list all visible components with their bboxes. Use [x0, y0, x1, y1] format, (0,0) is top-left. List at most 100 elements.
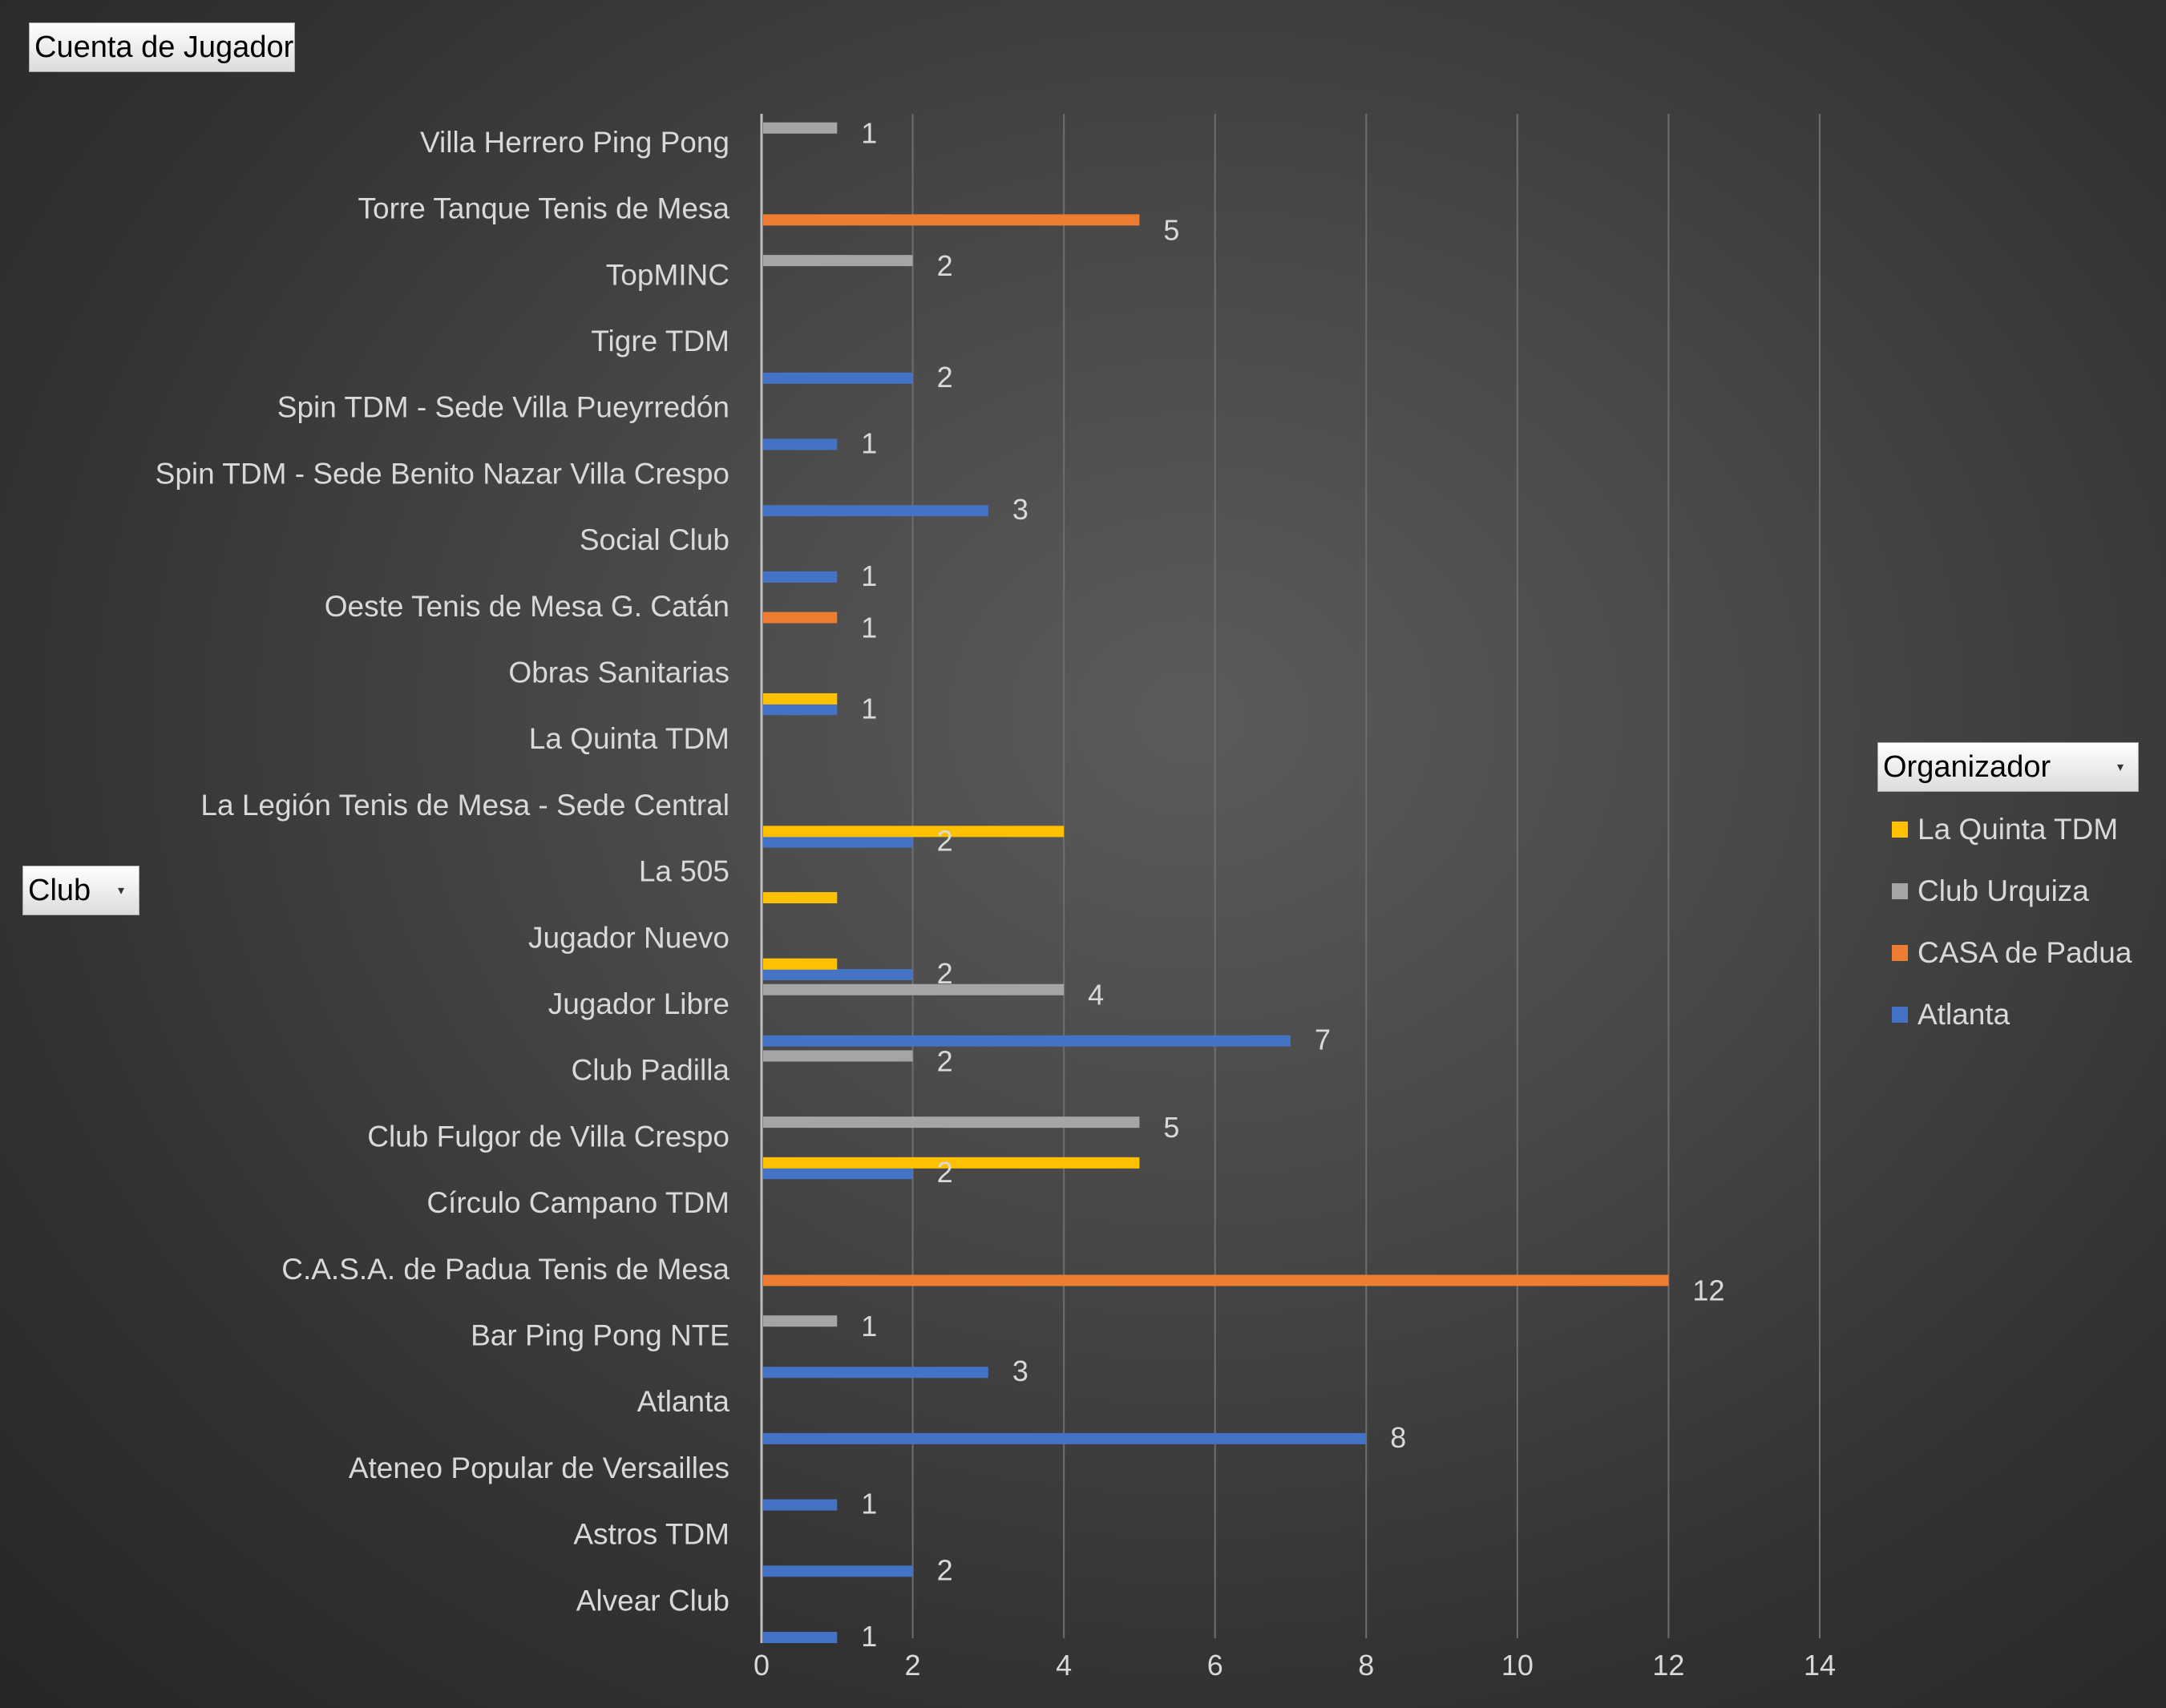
- legend: Organizador ▾ La Quinta TDM Club Urquiza C…: [1877, 742, 2140, 1045]
- category-label: La 505: [639, 855, 729, 888]
- x-tick-label: 4: [1056, 1649, 1072, 1682]
- bar: [763, 1050, 913, 1062]
- x-tick-label: 2: [905, 1649, 921, 1682]
- bar-value-label: 4: [1088, 979, 1104, 1011]
- legend-swatch: [1892, 821, 1908, 838]
- dropdown-arrow-icon[interactable]: ▾: [117, 884, 124, 898]
- category-label: Alvear Club: [576, 1584, 729, 1617]
- gridlines: [911, 114, 1820, 1638]
- category-label: Astros TDM: [573, 1518, 729, 1551]
- legend-item: CASA de Padua: [1877, 922, 2140, 983]
- legend-item: Club Urquiza: [1877, 860, 2140, 922]
- category-label: Spin TDM - Sede Villa Pueyrredón: [277, 391, 729, 424]
- bar: [763, 1367, 988, 1379]
- category-label: Spin TDM - Sede Benito Nazar Villa Cresp…: [156, 457, 729, 490]
- bar: [763, 1565, 913, 1577]
- bar: [763, 958, 838, 970]
- bar-value-label: 7: [1315, 1024, 1331, 1056]
- bar: [763, 969, 913, 981]
- legend-item: La Quinta TDM: [1877, 798, 2140, 860]
- bar-value-label: 8: [1390, 1421, 1406, 1454]
- bar: [763, 1632, 838, 1643]
- axis-field-button[interactable]: Club ▾: [22, 866, 139, 915]
- category-label: C.A.S.A. de Padua Tenis de Mesa: [281, 1253, 729, 1286]
- bar: [763, 612, 838, 624]
- category-label: Club Padilla: [572, 1054, 730, 1087]
- category-label: Atlanta: [637, 1385, 730, 1418]
- bar-value-label: 3: [1012, 493, 1028, 526]
- category-label: Social Club: [580, 523, 729, 556]
- bar: [763, 122, 838, 134]
- value-field-label: Cuenta de Jugador: [34, 30, 294, 64]
- bar-value-label: 1: [861, 426, 877, 459]
- category-label: Bar Ping Pong NTE: [471, 1318, 729, 1351]
- bar-value-label: 1: [861, 692, 877, 725]
- bar: [763, 214, 1140, 226]
- bar: [763, 704, 838, 716]
- bar-value-label: 2: [937, 361, 953, 394]
- legend-label: Club Urquiza: [1917, 874, 2089, 907]
- legend-field-label: Organizador: [1883, 749, 2051, 784]
- bar-value-label: 5: [1163, 1111, 1179, 1144]
- bar-value-label: 1: [861, 1488, 877, 1520]
- category-label: Torre Tanque Tenis de Mesa: [358, 192, 730, 225]
- bar: [763, 1168, 913, 1180]
- legend-label: CASA de Padua: [1917, 935, 2132, 969]
- bar: [763, 1035, 1291, 1047]
- bar-value-label: 2: [937, 249, 953, 282]
- bar: [763, 892, 838, 904]
- bar-value-label: 1: [861, 117, 877, 150]
- category-label: Tigre TDM: [591, 325, 729, 357]
- x-tick-label: 0: [754, 1649, 770, 1682]
- legend-items: La Quinta TDM Club Urquiza CASA de Padua At…: [1877, 798, 2140, 1045]
- category-label: Obras Sanitarias: [508, 656, 729, 689]
- value-field-button: Cuenta de Jugador: [29, 22, 295, 72]
- dropdown-arrow-icon[interactable]: ▾: [2116, 761, 2124, 774]
- category-label: TopMINC: [606, 258, 729, 291]
- bar: [763, 438, 838, 450]
- bar: [763, 372, 913, 384]
- category-label: Ateneo Popular de Versailles: [349, 1452, 729, 1484]
- category-label: La Legión Tenis de Mesa - Sede Central: [200, 789, 729, 822]
- x-tick-label: 10: [1501, 1649, 1534, 1682]
- x-tick-label: 14: [1804, 1649, 1836, 1682]
- legend-label: Atlanta: [1917, 997, 2010, 1031]
- legend-swatch: [1892, 882, 1908, 899]
- legend-label: La Quinta TDM: [1917, 812, 2119, 846]
- bar-value-label: 2: [937, 1553, 953, 1586]
- bar: [763, 255, 913, 267]
- category-label: La Quinta TDM: [529, 722, 729, 755]
- category-label: Oeste Tenis de Mesa G. Catán: [325, 590, 729, 623]
- bar: [763, 1157, 1140, 1169]
- bar-value-label: 2: [937, 957, 953, 990]
- axis-field-label: Club: [28, 873, 91, 907]
- legend-field-button[interactable]: Organizador ▾: [1877, 742, 2139, 792]
- bar-value-label: 1: [861, 1620, 877, 1653]
- bar: [763, 1116, 1140, 1129]
- bar-value-label: 1: [861, 612, 877, 644]
- category-label: Círculo Campano TDM: [426, 1186, 729, 1219]
- bar: [763, 1432, 1367, 1444]
- bar-value-label: 12: [1692, 1274, 1724, 1307]
- bar-value-label: 2: [937, 1156, 953, 1189]
- x-tick-label: 6: [1207, 1649, 1223, 1682]
- legend-item: Atlanta: [1877, 983, 2140, 1045]
- legend-swatch: [1892, 1006, 1908, 1023]
- bar: [763, 505, 988, 517]
- bar: [763, 826, 1065, 838]
- category-label: Club Fulgor de Villa Crespo: [367, 1120, 729, 1153]
- category-labels: Alvear Club Astros TDM Ateneo Popular de V…: [156, 126, 730, 1617]
- bar: [763, 983, 1065, 995]
- bar: [763, 1315, 838, 1327]
- bar-value-label: 3: [1012, 1355, 1028, 1387]
- bar-value-label: 5: [1163, 213, 1179, 246]
- bar: [763, 1499, 838, 1511]
- bar-value-label: 1: [861, 559, 877, 592]
- category-label: Jugador Nuevo: [528, 921, 729, 954]
- legend-swatch: [1892, 944, 1908, 961]
- x-axis-tick-labels: 0 2 4 6 8 10 12 14: [754, 1649, 1836, 1682]
- bar-value-label: 1: [861, 1310, 877, 1343]
- bar-value-label: 2: [937, 825, 953, 858]
